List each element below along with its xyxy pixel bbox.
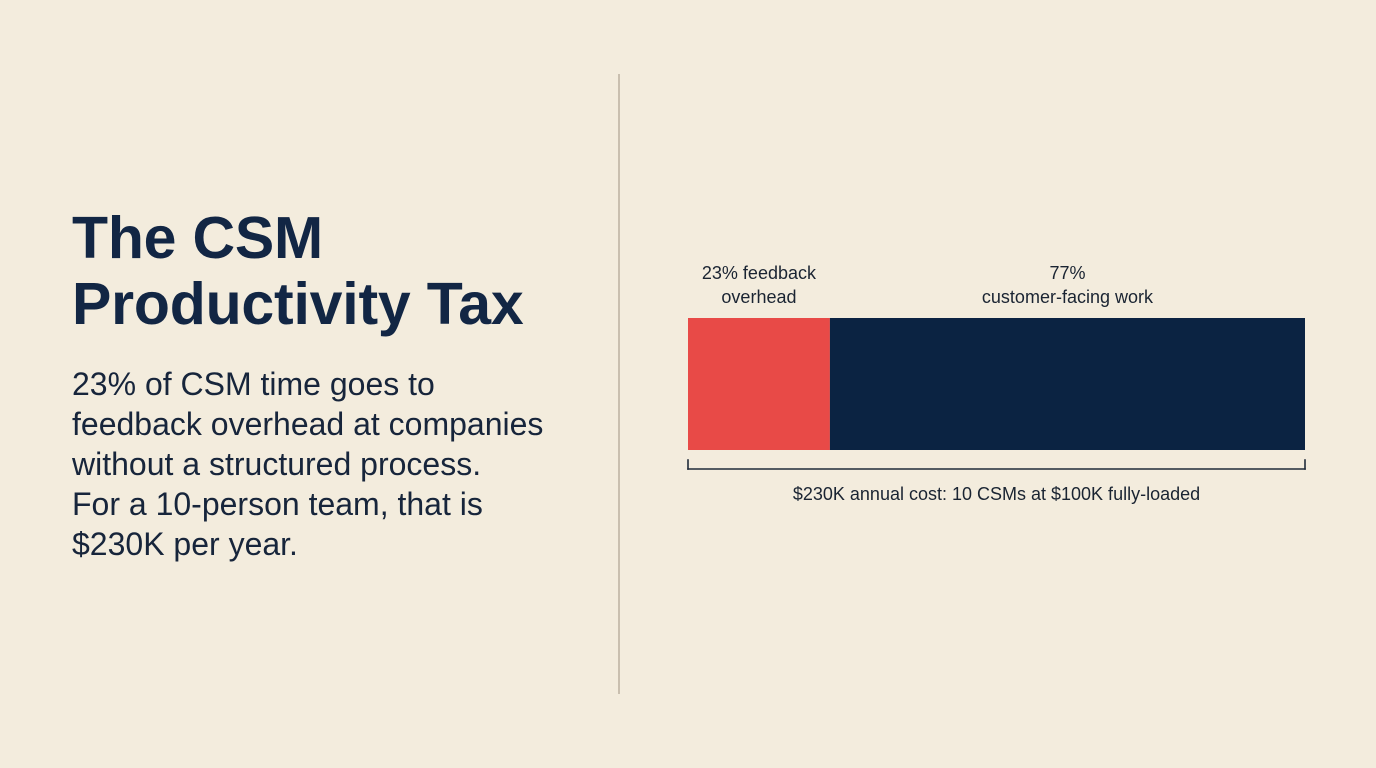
slide-body: 23% of CSM time goes to feedback overhea… xyxy=(72,364,592,564)
title-line-1: The CSM xyxy=(72,205,323,271)
bar-segment-2 xyxy=(829,318,1305,450)
chart-label-group: 23% feedback overhead 77% customer-facing w… xyxy=(702,263,1154,307)
slide-title: The CSM Productivity Tax xyxy=(72,205,592,337)
chart-annotation: $230K annual cost: 10 CSMs at $100K full… xyxy=(793,484,1200,504)
text-panel: The CSM Productivity Tax 23% of CSM time… xyxy=(72,205,592,564)
title-line-2: Productivity Tax xyxy=(72,271,524,337)
body-line-3: without a structured process. xyxy=(72,446,482,482)
chart-svg: 23% feedback overhead 77% customer-facing w… xyxy=(687,263,1306,504)
segment-label-1: 23% feedback overhead xyxy=(702,263,817,307)
stacked-bar-chart: 23% feedback overhead 77% customer-facing w… xyxy=(660,236,1350,536)
body-line-5: $230K per year. xyxy=(72,526,298,562)
cost-bracket xyxy=(687,459,1306,470)
segment-label-1-line-1: 23% feedback xyxy=(702,263,817,283)
body-line-1: 23% of CSM time goes to xyxy=(72,366,435,402)
bar-segment-1 xyxy=(688,318,830,450)
segment-label-2: 77% customer-facing work xyxy=(982,263,1154,307)
chart-bar-group xyxy=(688,318,1305,450)
body-line-4: For a 10-person team, that is xyxy=(72,486,483,522)
segment-label-2-line-2: customer-facing work xyxy=(982,287,1154,307)
body-line-2: feedback overhead at companies xyxy=(72,406,544,442)
segment-label-1-line-2: overhead xyxy=(721,287,796,307)
vertical-divider xyxy=(618,74,620,694)
segment-label-2-line-1: 77% xyxy=(1049,263,1085,283)
